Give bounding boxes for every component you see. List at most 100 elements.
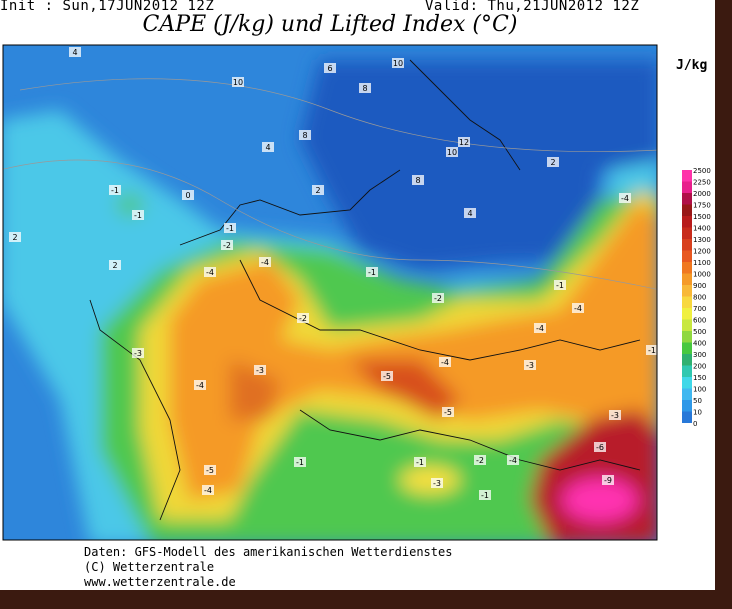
contour-label-bg <box>458 137 470 147</box>
colorbar-label: 300 <box>693 351 706 359</box>
contour-label-bg <box>297 313 309 323</box>
colorbar-box <box>682 365 692 377</box>
contour-label: -4 <box>509 456 517 465</box>
colorbar-box <box>682 170 692 182</box>
contour-label: 2 <box>315 186 320 195</box>
data-source: Daten: GFS-Modell des amerikanischen Wet… <box>84 545 453 559</box>
contour-label: -4 <box>621 194 629 203</box>
contour-label: -4 <box>574 304 582 313</box>
contour-label: 10 <box>393 59 403 68</box>
contour-label-bg <box>479 490 491 500</box>
contour-label: -4 <box>206 268 214 277</box>
contour-label: -9 <box>604 476 612 485</box>
colorbar-label: 50 <box>693 397 702 405</box>
colorbar-unit: J/kg <box>676 58 708 73</box>
contour-label-bg <box>221 240 233 250</box>
contour-label-bg <box>109 260 121 270</box>
colorbar-box <box>682 239 692 251</box>
colorbar-box <box>682 273 692 285</box>
contour-label-bg <box>646 345 657 355</box>
contour-label: -2 <box>299 314 307 323</box>
contour-label-bg <box>299 130 311 140</box>
colorbar-label: 100 <box>693 386 706 394</box>
contour-label-bg <box>442 407 454 417</box>
contour-label: -1 <box>648 346 656 355</box>
contour-label-bg <box>381 371 393 381</box>
contour-label-bg <box>474 455 486 465</box>
contour-label: -2 <box>434 294 442 303</box>
contour-label-bg <box>312 185 324 195</box>
contour-label: 8 <box>302 131 307 140</box>
contour-label: -4 <box>261 258 269 267</box>
contour-label-bg <box>194 380 206 390</box>
colorbar-label: 1500 <box>693 213 711 221</box>
colorbar-box <box>682 204 692 216</box>
contour-label: -5 <box>383 372 391 381</box>
colorbar-label: 400 <box>693 340 706 348</box>
isolines <box>3 78 657 290</box>
init-time: Init : Sun,17JUN2012 12Z <box>0 0 215 14</box>
contour-label: -1 <box>296 458 304 467</box>
contour-label: -1 <box>556 281 564 290</box>
contour-label-bg <box>294 457 306 467</box>
colorbar-label: 2500 <box>693 167 711 175</box>
contour-label: -4 <box>536 324 544 333</box>
colorbar-label: 2000 <box>693 190 711 198</box>
contour-label-bg <box>534 323 546 333</box>
colorbar-label: 1400 <box>693 225 711 233</box>
colorbar-box <box>682 308 692 320</box>
colorbar-box <box>682 411 692 423</box>
contour-label: 4 <box>72 48 77 57</box>
contour-label: 2 <box>12 233 17 242</box>
contour-label: -3 <box>256 366 264 375</box>
contour-label: 6 <box>327 64 332 73</box>
contour-label: -3 <box>433 479 441 488</box>
colorbar-label: 600 <box>693 317 706 325</box>
contour-label: -5 <box>444 408 452 417</box>
contour-label: 4 <box>467 209 472 218</box>
contour-label-bg <box>366 267 378 277</box>
colorbar-label: 1200 <box>693 248 711 256</box>
contour-label: -3 <box>134 349 142 358</box>
colorbar-box <box>682 400 692 412</box>
copyright: (C) Wetterzentrale <box>84 560 215 574</box>
colorbar-label: 150 <box>693 374 706 382</box>
colorbar-box <box>682 285 692 297</box>
colorbar-box <box>682 319 692 331</box>
contour-label-bg <box>507 455 519 465</box>
contour-label: 8 <box>415 176 420 185</box>
contour-label-bg <box>602 475 614 485</box>
contour-label-bg <box>204 465 216 475</box>
contour-label: -3 <box>526 361 534 370</box>
contour-label: 10 <box>233 78 243 87</box>
contour-label: 2 <box>112 261 117 270</box>
contour-label-bg <box>439 357 451 367</box>
contour-label: -1 <box>416 458 424 467</box>
colorbar-label: 1300 <box>693 236 711 244</box>
contour-label-bg <box>619 193 631 203</box>
contour-label-bg <box>182 190 194 200</box>
website: www.wetterzentrale.de <box>84 575 236 589</box>
contour-label: 4 <box>265 143 270 152</box>
contour-label: 12 <box>459 138 469 147</box>
colorbar-box <box>682 377 692 389</box>
contour-label: -4 <box>441 358 449 367</box>
contour-label: -1 <box>111 186 119 195</box>
contour-label: -1 <box>481 491 489 500</box>
sheet: Init : Sun,17JUN2012 12Z Valid: Thu,21JU… <box>0 0 715 590</box>
contour-label-bg <box>594 442 606 452</box>
contour-label-bg <box>254 365 266 375</box>
colorbar-label: 200 <box>693 363 706 371</box>
contour-label-bg <box>547 157 559 167</box>
colorbar-label: 1100 <box>693 259 711 267</box>
contour-label-bg <box>232 77 244 87</box>
contour-label: -6 <box>596 443 604 452</box>
colorbar-box <box>682 193 692 205</box>
contour-label: -3 <box>611 411 619 420</box>
contour-label-bg <box>432 293 444 303</box>
colorbar-box <box>682 262 692 274</box>
contour-label-bg <box>132 348 144 358</box>
colorbar-label: 1750 <box>693 202 711 210</box>
contour-label-bg <box>132 210 144 220</box>
